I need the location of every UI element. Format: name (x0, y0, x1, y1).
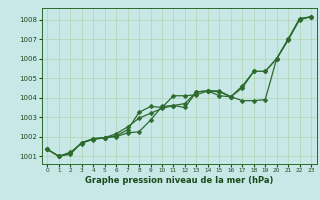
X-axis label: Graphe pression niveau de la mer (hPa): Graphe pression niveau de la mer (hPa) (85, 176, 273, 185)
